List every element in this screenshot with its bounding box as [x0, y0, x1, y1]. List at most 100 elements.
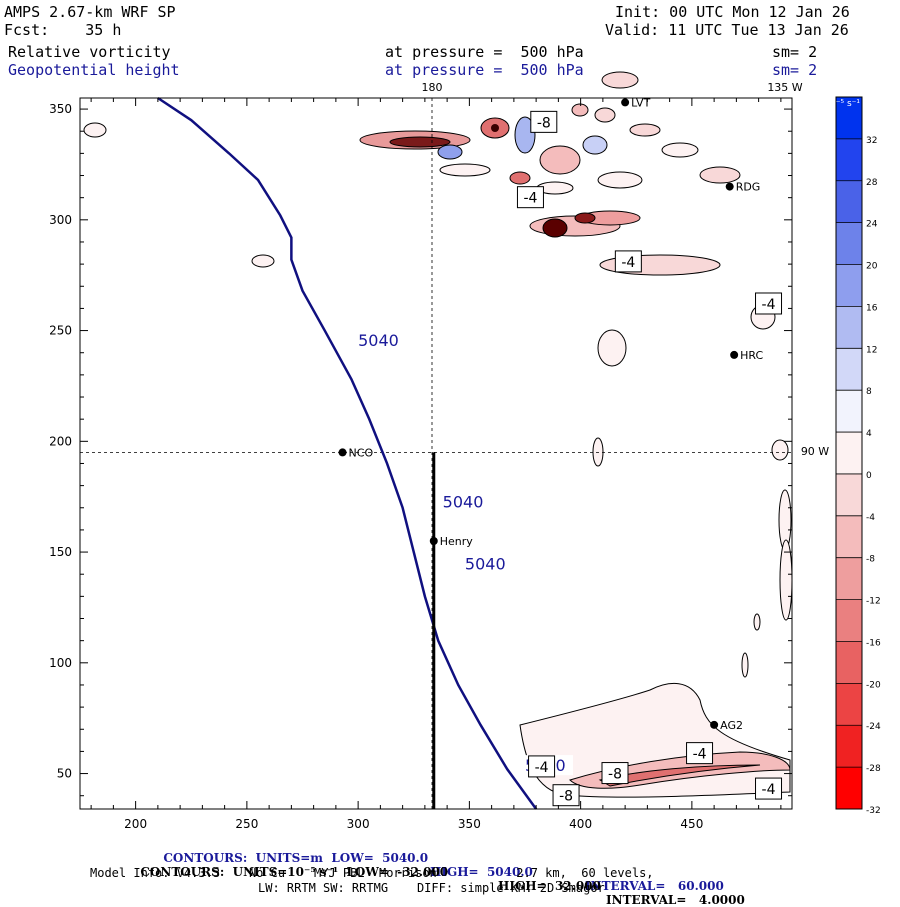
colorbar-segment: [836, 138, 862, 182]
model-info: Model Info: V4.3.3 No Cu MYJ PBL Morriso…: [90, 866, 654, 880]
colorbar-segment: [836, 432, 862, 475]
meridian-lines: [80, 98, 792, 809]
y-tick-label: 200: [49, 434, 72, 448]
colorbar-unit: 10⁻⁵ s⁻¹: [824, 99, 860, 109]
geopotential-contour: 5040504050405040: [157, 96, 573, 810]
y-tick-label: 300: [49, 213, 72, 227]
colorbar-tick-label: -24: [866, 722, 881, 732]
colorbar-segment: [836, 390, 862, 433]
height-contour-5040: [157, 96, 538, 810]
y-tick-label: 50: [57, 767, 72, 781]
x-tick-label: 350: [458, 817, 481, 831]
vort-label-box: [528, 755, 556, 778]
colorbar-tick-label: 0: [866, 471, 872, 481]
station-label: Henry: [440, 535, 474, 548]
height-contour-label: 5040: [443, 493, 484, 512]
plot-axes: 200 250 300 350 400 450 50 100 150 200 250 300 350: [49, 97, 793, 831]
vorticity-contour-labels: -8 -4 -4 -4 -4 -8 -8 -4 -4: [516, 110, 783, 807]
x-tick-label: 450: [680, 817, 703, 831]
colorbar-segment: [836, 306, 862, 349]
field2-level: at pressure = 500 hPa: [385, 61, 584, 79]
vort-label-text: -4: [535, 760, 549, 776]
colorbar-tick-label: -20: [866, 680, 881, 690]
meridian-label-135w: 135 W: [767, 81, 802, 94]
vort-label-text: -4: [621, 255, 635, 271]
vort-label-text: -4: [523, 191, 537, 207]
station-dot: [725, 182, 734, 191]
colorbar-tick-label: -8: [866, 555, 875, 565]
station-label: AG2: [720, 719, 743, 732]
colorbar-tick-label: 32: [866, 136, 877, 146]
x-tick-label: 200: [124, 817, 147, 831]
colorbar-tick-label: 8: [866, 387, 872, 397]
vort-label-text: -4: [762, 297, 776, 313]
height-label-bg: [462, 553, 513, 574]
init-time: Init: 00 UTC Mon 12 Jan 26: [615, 3, 850, 21]
vort-contour-interval: INTERVAL= 4.0000: [606, 893, 745, 907]
vort-label-text: -8: [537, 115, 551, 131]
colorbar-segment: [836, 515, 862, 559]
colorbar-segment: [836, 473, 862, 517]
station-label: HRC: [740, 349, 763, 362]
colorbar-segment: [836, 767, 862, 810]
field2-smoothing: sm= 2: [772, 61, 818, 79]
vort-label-box: [601, 762, 629, 785]
station-dot: [429, 536, 438, 545]
colorbar-segment: [836, 180, 862, 224]
vort-label-text: -8: [608, 767, 622, 783]
meridian-label-90w: 90 W: [801, 445, 829, 458]
model-physics: LW: RRTM SW: RRTMG DIFF: simple KM: 2D S…: [258, 881, 605, 895]
colorbar-tick-label: 28: [866, 178, 878, 188]
colorbar-segment: [836, 599, 862, 642]
vort-label-box: [552, 784, 580, 807]
valid-time: Valid: 11 UTC Tue 13 Jan 26: [605, 21, 849, 39]
height-label-bg: [440, 491, 491, 512]
y-tick-label: 150: [49, 545, 72, 559]
colorbar-segment: [836, 683, 862, 726]
y-tick-label: 250: [49, 324, 72, 338]
colorbar-segment: [836, 348, 862, 391]
colorbar-segment: [836, 725, 862, 768]
field1-smoothing: sm= 2: [772, 43, 818, 61]
colorbar: 32 28 24 20 16 12 8 4 0 -4 -8 -12 -16 -20 -24 -28 -32 10⁻…: [824, 96, 881, 816]
field1-level: at pressure = 500 hPa: [385, 43, 584, 61]
colorbar-segment: [836, 557, 862, 601]
field2-name: Geopotential height: [8, 61, 180, 79]
x-tick-label: 250: [235, 817, 258, 831]
colorbar-segment: [836, 264, 862, 307]
vort-label-text: -4: [693, 747, 707, 763]
colorbar-tick-label: 16: [866, 303, 878, 313]
vort-label-box: [530, 110, 558, 133]
vort-label-text: -8: [559, 789, 573, 805]
station-dot: [338, 448, 347, 457]
station-dot: [710, 720, 719, 729]
colorbar-tick-label: 20: [866, 262, 878, 272]
station-label: RDG: [736, 181, 761, 194]
station-markers: NCO Henry RDG HRC AG2 LVT: [338, 96, 764, 732]
colorbar-tick-label: -32: [866, 806, 881, 816]
vort-label-box: [755, 292, 783, 315]
colorbar-tick-label: -16: [866, 638, 881, 648]
colorbar-tick-label: -4: [866, 513, 875, 523]
height-contour-label: 5040: [358, 331, 399, 350]
x-tick-label: 400: [569, 817, 592, 831]
vort-label-box: [686, 742, 714, 765]
station-label: NCO: [349, 446, 374, 459]
height-contour-low: CONTOURS: UNITS=m LOW= 5040.0: [163, 851, 429, 865]
vort-contour-high: HIGH= 32.000: [498, 879, 601, 893]
height-contour-label: 5040: [465, 555, 506, 574]
y-tick-label: 100: [49, 656, 72, 670]
x-tick-label: 300: [347, 817, 370, 831]
colorbar-segment: [836, 97, 862, 140]
vort-label-text: -4: [762, 782, 776, 798]
model-title: AMPS 2.67-km WRF SP: [4, 3, 176, 21]
vort-label-box: [516, 186, 544, 209]
height-contour-info: CONTOURS: UNITS=m LOW= 5040.0 HIGH= 5040…: [155, 837, 723, 893]
forecast-hour: Fcst: 35 h: [4, 21, 122, 39]
colorbar-tick-label: -12: [866, 597, 881, 607]
colorbar-segment: [836, 222, 862, 266]
colorbar-tick-label: 4: [866, 429, 872, 439]
height-label-bg: [356, 329, 407, 350]
vort-label-box: [755, 777, 783, 800]
